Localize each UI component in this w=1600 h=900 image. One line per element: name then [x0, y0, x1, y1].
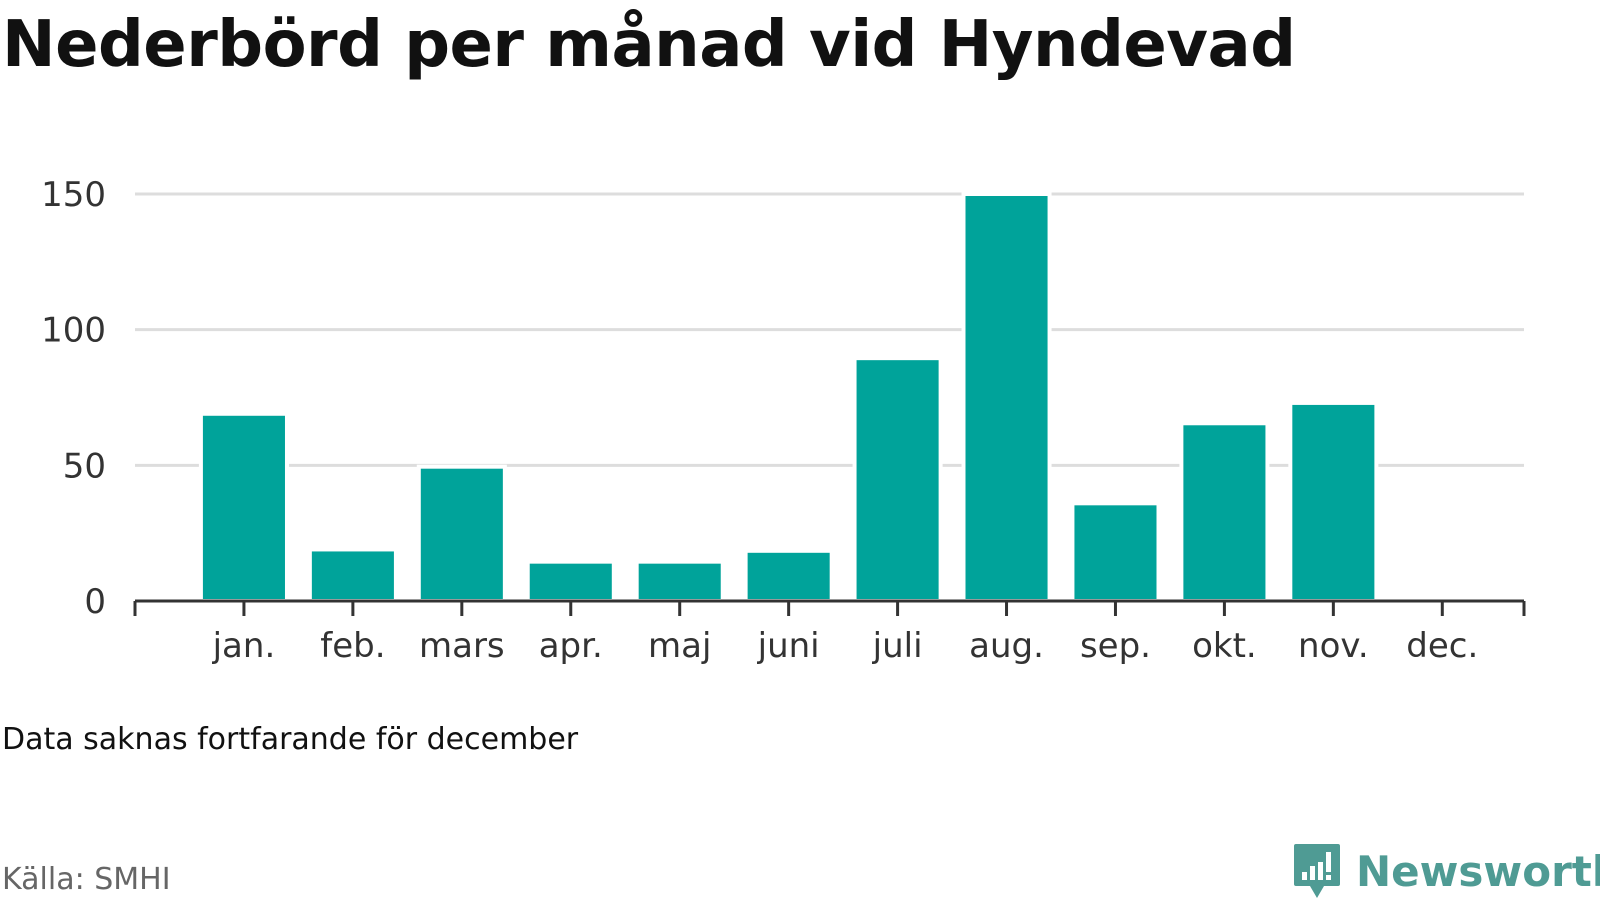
x-tick-label: mars [419, 626, 505, 666]
x-tick-label: nov. [1298, 626, 1369, 666]
y-tick-label: 150 [41, 175, 106, 215]
bar-aug [961, 192, 1052, 603]
y-axis-labels: 0 50 100 150 [41, 175, 106, 622]
x-tick-label: aug. [969, 626, 1044, 666]
bars [198, 192, 1379, 604]
y-tick-label: 100 [41, 311, 106, 351]
bar-maj [634, 559, 725, 604]
bar-feb [307, 547, 398, 603]
bar-juli [852, 356, 943, 604]
source-credit: Källa: SMHI [2, 862, 171, 897]
y-tick-label: 0 [84, 582, 106, 622]
newsworthy-chart-bubble-icon [1294, 844, 1340, 898]
x-tick-label: juni [757, 626, 820, 666]
chart-note: Data saknas fortfarande för december [2, 722, 579, 757]
brand-logo: Newsworthy [1292, 842, 1600, 900]
x-tick-label: sep. [1080, 626, 1151, 666]
bar-jan [198, 411, 289, 603]
bar-sep [1070, 501, 1161, 604]
bar-juni [743, 548, 834, 604]
bar-chart: 0 50 100 150 jan. feb. mars apr. maj juni juli aug… [41, 175, 1526, 666]
bar-nov [1288, 400, 1379, 603]
x-tick-label: jan. [212, 626, 276, 666]
chart-title: Nederbörd per månad vid Hyndevad [2, 8, 1296, 82]
brand-name: Newsworthy [1356, 846, 1600, 896]
x-axis [133, 599, 1526, 616]
x-tick-label: apr. [539, 626, 603, 666]
bar-apr [525, 559, 616, 604]
bar-okt [1179, 421, 1270, 603]
x-tick-label: dec. [1406, 626, 1478, 666]
x-tick-label: feb. [320, 626, 385, 666]
x-tick-label: maj [648, 626, 711, 666]
x-tick-label: juli [872, 626, 923, 666]
x-axis-labels: jan. feb. mars apr. maj juni juli aug. sep. okt. n… [212, 626, 1479, 666]
bar-mars [416, 464, 507, 603]
y-tick-label: 50 [63, 446, 106, 486]
x-tick-label: okt. [1192, 626, 1257, 666]
